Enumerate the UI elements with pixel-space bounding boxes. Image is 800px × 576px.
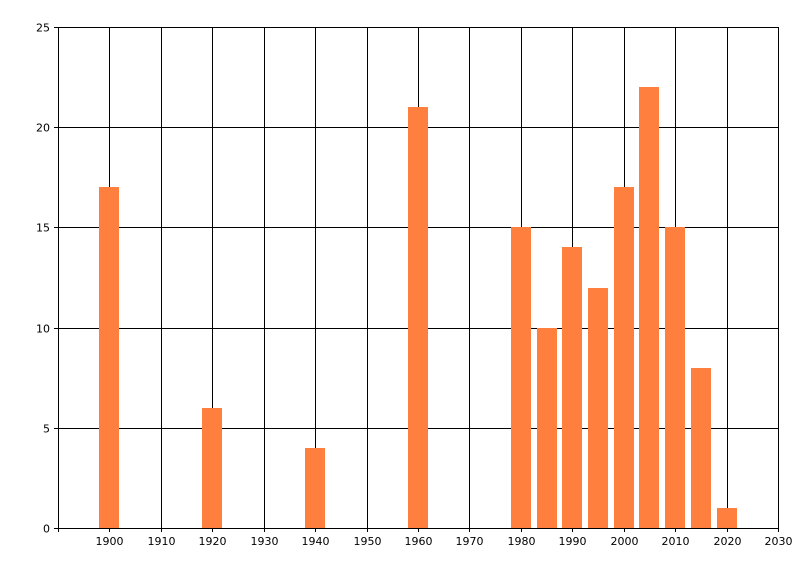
x-tick-label-1940: 1940 [302, 535, 330, 548]
x-tick-label-2020: 2020 [714, 535, 742, 548]
y-tick-label-20: 20 [36, 122, 50, 135]
bar-1960 [408, 107, 428, 528]
bar-1985 [537, 328, 557, 528]
x-tick-label-2030: 2030 [765, 535, 793, 548]
y-tick-label-10: 10 [36, 323, 50, 336]
x-tick-label-1960: 1960 [405, 535, 433, 548]
bar-1920 [202, 408, 222, 528]
bar-2020 [717, 508, 737, 528]
x-tick-label-1910: 1910 [148, 535, 176, 548]
bar-2000 [614, 187, 634, 528]
bar-1980 [511, 227, 531, 528]
bar-2005 [639, 87, 659, 528]
y-tick-label-5: 5 [43, 423, 50, 436]
x-tick-label-1970: 1970 [456, 535, 484, 548]
x-tick-label-1900: 1900 [96, 535, 124, 548]
x-tick-label-1930: 1930 [251, 535, 279, 548]
x-tick-label-2010: 2010 [662, 535, 690, 548]
x-tick-label-1980: 1980 [508, 535, 536, 548]
y-tick-label-0: 0 [43, 523, 50, 536]
x-tick-label-1990: 1990 [559, 535, 587, 548]
bar-1995 [588, 288, 608, 528]
x-tick-label-2000: 2000 [611, 535, 639, 548]
bar-1990 [562, 247, 582, 528]
bar-2015 [691, 368, 711, 528]
bar-1940 [305, 448, 325, 528]
bar-1900 [99, 187, 119, 528]
bars [99, 87, 737, 528]
x-tick-label-1950: 1950 [354, 535, 382, 548]
x-tick-label-1920: 1920 [199, 535, 227, 548]
y-tick-label-15: 15 [36, 222, 50, 235]
axes [54, 27, 779, 532]
y-tick-label-25: 25 [36, 22, 50, 35]
tick-labels: 0 5 10 15 20 25 1900 1910 1920 1930 1940 1950 1960 19… [36, 22, 793, 549]
bar-2010 [665, 227, 685, 528]
